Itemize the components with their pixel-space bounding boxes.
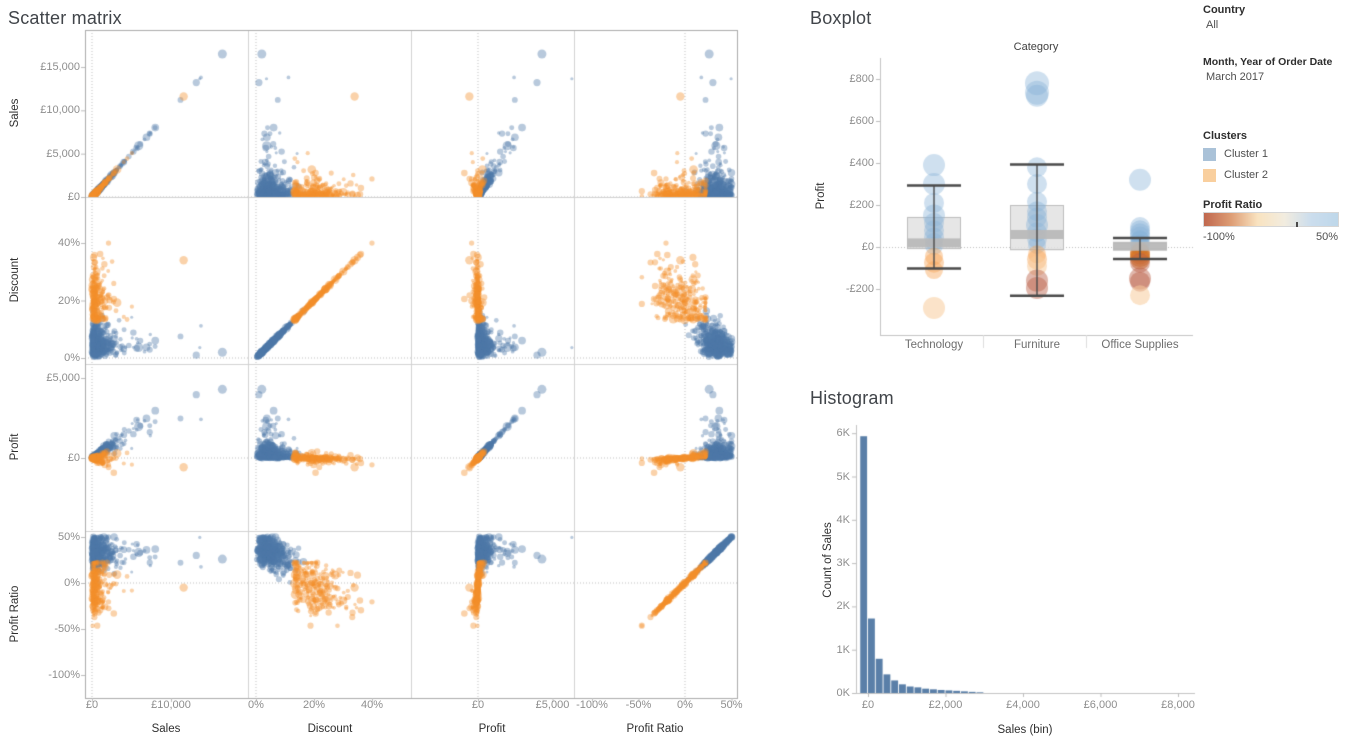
profit-ratio-gradient[interactable] [1203, 212, 1339, 227]
boxplot-y-tick-label: £0 [861, 241, 874, 253]
scatter-y-tick-label: £15,000 [40, 60, 80, 73]
scatter-x-tick-label: £5,000 [535, 699, 570, 711]
month-filter-value[interactable]: March 2017 [1206, 71, 1265, 83]
scatter-x-tick-label: £0 [471, 699, 485, 711]
axis-label-sales-col: Sales [151, 723, 181, 735]
scatter-x-tick-label: 40% [360, 699, 384, 711]
axis-label-profit-ratio-col: Profit Ratio [626, 723, 684, 735]
scatter-y-tick-label: -50% [54, 623, 80, 635]
histogram-y-tick-label: 1K [836, 643, 850, 656]
scatter-x-tick-label: 50% [720, 699, 743, 711]
boxplot-y-tick-label: -£200 [845, 283, 874, 295]
scatter-y-tick-label: 40% [57, 237, 80, 249]
scatter-x-tick-label: -50% [625, 699, 652, 711]
axis-label-profit-col: Profit [478, 723, 506, 735]
histogram-y-tick-label: 2K [836, 600, 850, 613]
boxplot-y-tick-label: £800 [849, 73, 874, 85]
country-filter-label: Country [1203, 4, 1246, 16]
scatter-x-tick-label: 0% [248, 699, 264, 711]
gradient-min-label: -100% [1203, 231, 1235, 243]
country-filter-value[interactable]: All [1206, 19, 1219, 31]
scatter-x-tick-label: 0% [677, 699, 693, 711]
scatter-x-tick-label: £0 [85, 699, 99, 711]
histogram-x-tick-label: £0 [861, 699, 875, 711]
histogram-y-tick-label: 6K [836, 427, 850, 440]
boxplot-title: Boxplot [810, 8, 872, 28]
histogram-x-tick-label: £4,000 [1006, 699, 1040, 711]
histogram-x-tick-label: £6,000 [1083, 699, 1118, 711]
histogram-x-axis-label: Sales (bin) [997, 724, 1053, 736]
scatter-y-tick-label: £5,000 [46, 147, 80, 160]
scatter-y-tick-label: 0% [64, 352, 80, 364]
gradient-max-label: 50% [1315, 231, 1338, 243]
scatter-y-tick-label: £10,000 [40, 104, 80, 117]
histogram-x-tick-label: £2,000 [928, 699, 963, 711]
cluster-swatch [1203, 147, 1216, 161]
scatter-x-tick-label: 20% [302, 699, 326, 711]
scatter-y-tick-label: 0% [64, 577, 80, 589]
boxplot-y-tick-label: £200 [849, 199, 874, 211]
scatter-y-tick-label: 20% [57, 294, 80, 307]
histogram-y-tick-label: 4K [836, 513, 850, 526]
cluster-swatch [1203, 168, 1216, 182]
scatter-y-tick-label: £0 [67, 452, 80, 464]
cluster-label: Cluster 1 [1224, 148, 1269, 160]
boxplot-category-label[interactable]: Office Supplies [1101, 339, 1179, 351]
cluster-legend-item[interactable]: Cluster 1 [1203, 146, 1268, 162]
scatter-x-tick-label: -100% [576, 699, 608, 711]
scatter-x-tick-label: £10,000 [151, 699, 191, 711]
boxplot-y-tick-label: £600 [849, 115, 874, 127]
histogram-y-tick-label: 3K [836, 557, 850, 570]
scatter-y-tick-label: -100% [48, 669, 80, 681]
axis-label-discount-row: Discount [9, 257, 21, 303]
axis-label-discount-col: Discount [307, 723, 353, 735]
scatter-y-tick-label: £5,000 [46, 372, 80, 384]
axis-label-sales-row: Sales [9, 98, 21, 128]
profit-ratio-legend-title: Profit Ratio [1203, 199, 1263, 211]
boxplot-y-tick-label: £400 [849, 157, 874, 169]
histogram-y-tick-label: 0K [836, 687, 850, 699]
clusters-legend-title: Clusters [1203, 130, 1248, 142]
axis-label-profit-ratio-row: Profit Ratio [9, 585, 21, 643]
boxplot-category-label[interactable]: Technology [904, 339, 964, 351]
scatter-y-tick-label: 50% [57, 531, 80, 543]
boxplot-category-label[interactable]: Furniture [1013, 339, 1061, 351]
cluster-label: Cluster 2 [1224, 169, 1269, 181]
month-filter-label: Month, Year of Order Date [1203, 56, 1333, 68]
boxplot-y-axis-label: Profit [815, 182, 827, 210]
scatter-matrix-title: Scatter matrix [8, 8, 122, 28]
histogram-y-tick-label: 5K [836, 470, 850, 483]
gradient-zero-tick [1296, 222, 1298, 227]
histogram-x-tick-label: £8,000 [1161, 699, 1195, 711]
axis-label-profit-row: Profit [9, 433, 21, 461]
boxplot-category-header: Category [1013, 41, 1059, 53]
histogram-y-axis-label: Count of Sales [822, 522, 834, 598]
scatter-y-tick-label: £0 [67, 191, 80, 203]
cluster-legend-item[interactable]: Cluster 2 [1203, 167, 1268, 183]
histogram-title: Histogram [810, 388, 894, 408]
